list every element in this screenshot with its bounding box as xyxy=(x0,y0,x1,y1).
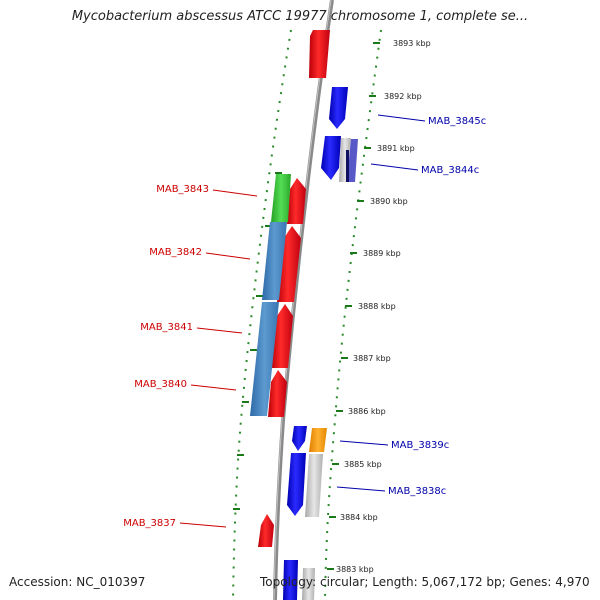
left-leader-lines xyxy=(179,189,258,528)
map-title: Mycobacterium abscessus ATCC 19977 chrom… xyxy=(71,9,529,24)
gene-feature-red[interactable] xyxy=(271,304,293,368)
gene-label-mab-3844c[interactable]: MAB_3844c xyxy=(421,165,479,176)
gene-label-mab-3842[interactable]: MAB_3842 xyxy=(149,247,202,258)
gene-label-mab-3837[interactable]: MAB_3837 xyxy=(123,518,176,529)
gene-label-mab-3841[interactable]: MAB_3841 xyxy=(140,322,193,333)
gene-label-mab-3838c[interactable]: MAB_3838c xyxy=(388,486,446,497)
kbp-tick-label: 3884 kbp xyxy=(340,513,378,522)
gene-feature-blue[interactable] xyxy=(329,87,348,129)
gene-feature-red[interactable] xyxy=(277,226,301,302)
outer-tick-ring xyxy=(324,29,382,600)
gene-feature-green[interactable] xyxy=(271,174,291,222)
gene-feature-stripe xyxy=(346,150,349,182)
gene-feature-grey[interactable] xyxy=(305,454,323,517)
kbp-tick-label: 3885 kbp xyxy=(344,460,382,469)
kbp-tick-label: 3887 kbp xyxy=(353,354,391,363)
inner-major-ticks xyxy=(233,172,282,510)
kbp-tick-label: 3893 kbp xyxy=(393,39,431,48)
gene-label-mab-3845c[interactable]: MAB_3845c xyxy=(428,116,486,127)
kbp-tick-label: 3888 kbp xyxy=(358,302,396,311)
gene-feature-steel[interactable] xyxy=(250,302,279,416)
gene-feature-red[interactable] xyxy=(287,178,306,224)
gene-feature-blue[interactable] xyxy=(321,136,341,180)
gene-label-mab-3839c[interactable]: MAB_3839c xyxy=(391,440,449,451)
outer-major-ticks xyxy=(327,42,380,570)
gene-feature-steel[interactable] xyxy=(262,222,287,300)
forward-strand-features xyxy=(258,30,330,547)
kbp-tick-label: 3883 kbp xyxy=(336,565,374,574)
accession-text: Accession: NC_010397 xyxy=(9,575,146,589)
kbp-tick-label: 3892 kbp xyxy=(384,92,422,101)
kbp-tick-label: 3890 kbp xyxy=(370,197,408,206)
gene-feature-grey[interactable] xyxy=(302,568,315,600)
gene-feature-red[interactable] xyxy=(258,514,274,547)
gene-feature-orange[interactable] xyxy=(309,428,327,452)
gene-feature-purple[interactable] xyxy=(347,139,358,182)
gene-feature-blue[interactable] xyxy=(292,426,307,451)
kbp-tick-label: 3886 kbp xyxy=(348,407,386,416)
kbp-tick-label: 3891 kbp xyxy=(377,144,415,153)
gene-feature-red[interactable] xyxy=(309,30,330,78)
kbp-tick-label: 3889 kbp xyxy=(363,249,401,258)
gene-feature-red[interactable] xyxy=(268,370,287,417)
gene-feature-blue[interactable] xyxy=(287,453,306,516)
right-leader-lines xyxy=(336,114,426,492)
gene-label-mab-3843[interactable]: MAB_3843 xyxy=(156,184,209,195)
inner-tick-ring xyxy=(232,29,292,600)
inner-track-features xyxy=(250,174,291,416)
gene-label-mab-3840[interactable]: MAB_3840 xyxy=(134,379,187,390)
reverse-strand-features xyxy=(283,87,358,600)
gene-feature-blue[interactable] xyxy=(283,560,298,600)
topology-text: Topology: circular; Length: 5,067,172 bp… xyxy=(260,575,590,589)
